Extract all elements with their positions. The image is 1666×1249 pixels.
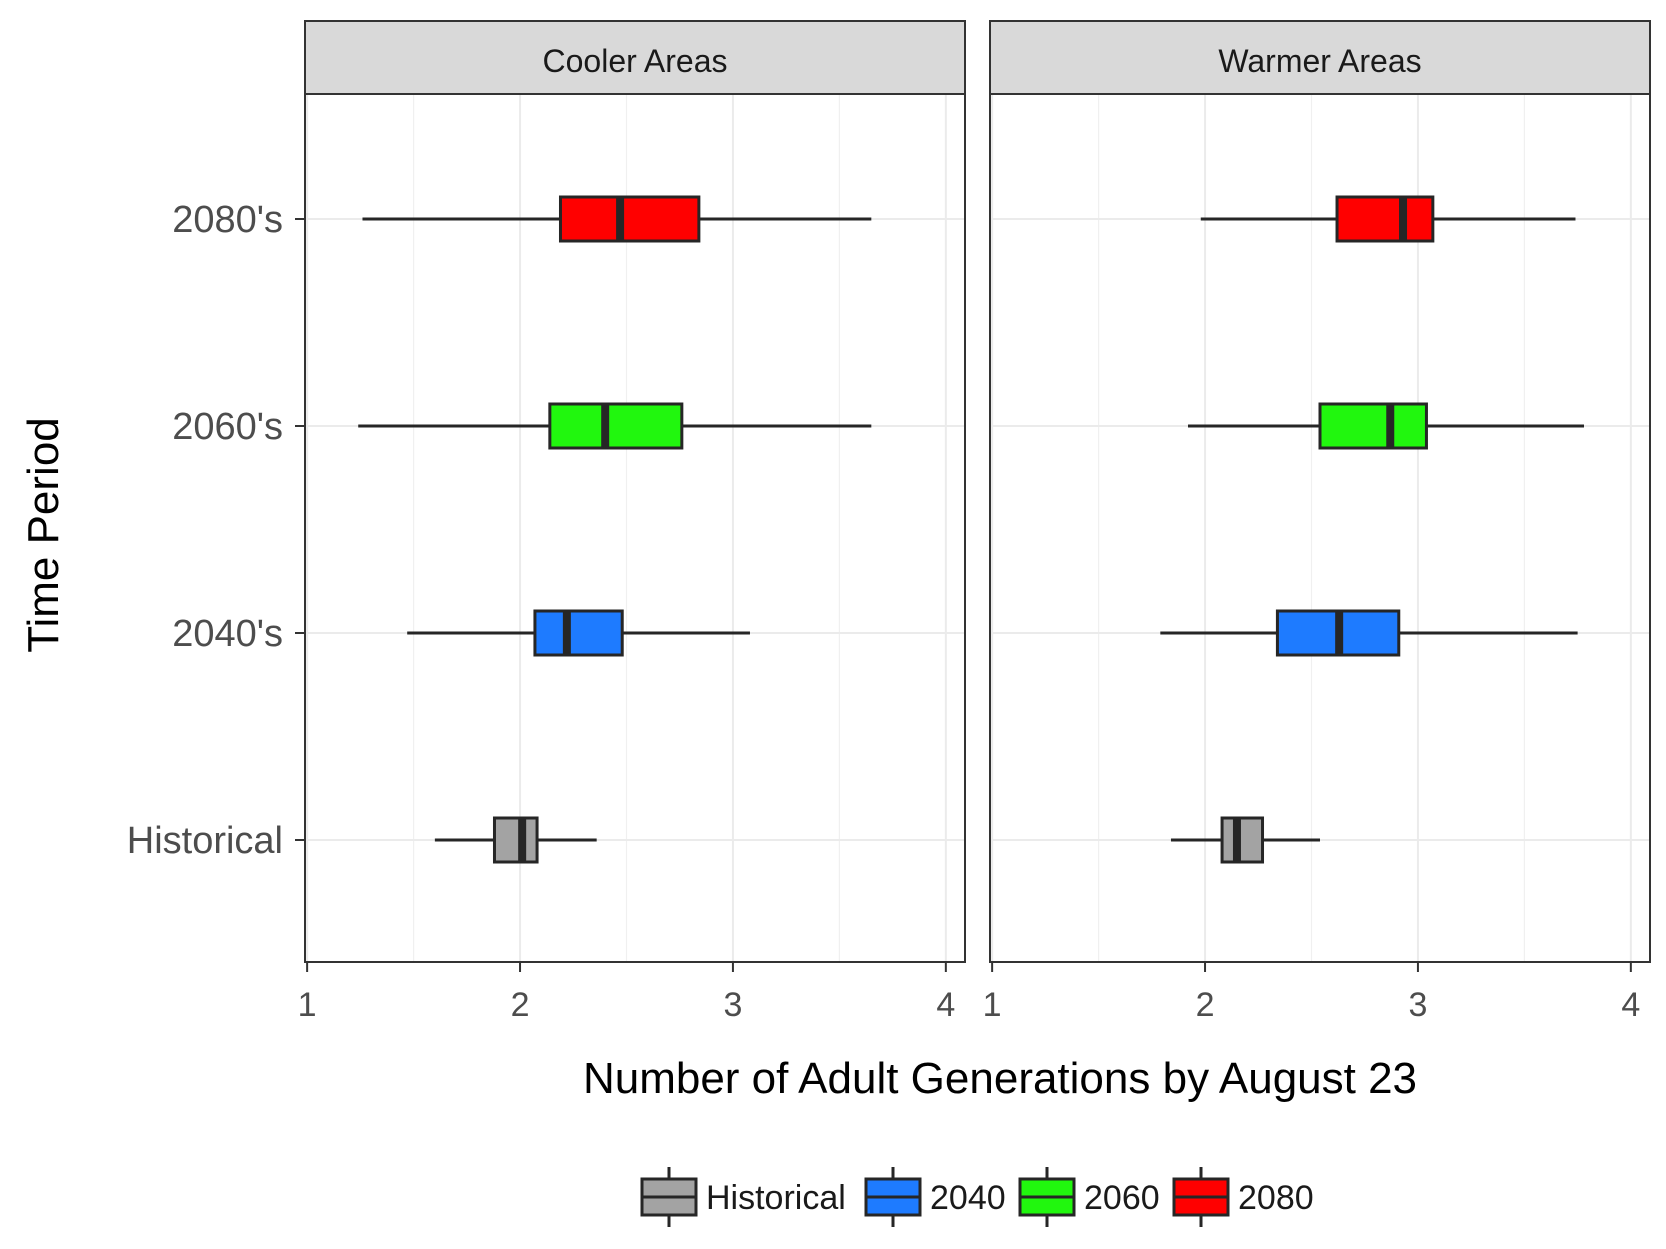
box-iqr xyxy=(1220,816,1265,864)
panel-border xyxy=(304,93,966,963)
legend-item-2060: 2060 xyxy=(1018,1167,1160,1227)
facet-strip xyxy=(304,20,966,95)
panel-border xyxy=(989,93,1651,963)
x-tick-label: 3 xyxy=(1408,986,1427,1024)
legend-label: 2060 xyxy=(1084,1179,1160,1217)
box-iqr xyxy=(492,816,539,864)
facet-panel-cooler-areas: Cooler Areas 1 2 3 4 Historical 2040's 2060's 20… xyxy=(127,20,966,1024)
legend-label: Historical xyxy=(706,1179,846,1217)
box-iqr xyxy=(548,402,684,450)
legend-item-2040: 2040 xyxy=(864,1167,1006,1227)
x-tick-label: 3 xyxy=(723,986,742,1024)
y-tick-label: Historical xyxy=(127,820,283,862)
legend-item-historical: Historical xyxy=(640,1167,846,1227)
facet-strip-label: Cooler Areas xyxy=(543,43,728,79)
box-2060 xyxy=(358,402,872,450)
y-tick-label: 2080's xyxy=(172,199,283,241)
x-tick-label: 4 xyxy=(936,986,955,1024)
box-2080 xyxy=(1200,195,1576,243)
box-iqr xyxy=(1335,195,1435,243)
x-axis-title: Number of Adult Generations by August 23 xyxy=(583,1054,1417,1103)
x-tick-label: 4 xyxy=(1621,986,1640,1024)
y-axis-title: Time Period xyxy=(19,417,68,653)
x-tick-label: 1 xyxy=(983,986,1002,1024)
facet-panel-warmer-areas: Warmer Areas 1 2 3 4 xyxy=(983,20,1651,1024)
box-iqr xyxy=(558,195,701,243)
box-2040 xyxy=(1160,609,1578,657)
plot-area xyxy=(990,94,1650,962)
facet-strip xyxy=(989,20,1651,95)
y-tick-label: 2040's xyxy=(172,613,283,655)
legend-item-2080: 2080 xyxy=(1172,1167,1314,1227)
legend-label: 2040 xyxy=(930,1179,1006,1217)
box-2060 xyxy=(1188,402,1584,450)
x-tick-label: 1 xyxy=(298,986,317,1024)
y-tick-label: 2060's xyxy=(172,406,283,448)
box-historical xyxy=(434,816,597,864)
x-tick-label: 2 xyxy=(511,986,530,1024)
box-historical xyxy=(1170,816,1320,864)
box-iqr xyxy=(533,609,624,657)
box-2080 xyxy=(362,195,872,243)
box-2040 xyxy=(407,609,750,657)
x-tick-label: 2 xyxy=(1196,986,1215,1024)
facet-strip-label: Warmer Areas xyxy=(1218,43,1421,79)
legend-label: 2080 xyxy=(1238,1179,1314,1217)
facet-panels: Cooler Areas 1 2 3 4 Historical 2040's 2060's 20… xyxy=(127,20,1651,1024)
box-iqr xyxy=(1318,402,1428,450)
legend: Historical 2040 2060 2080 xyxy=(640,1167,1314,1227)
